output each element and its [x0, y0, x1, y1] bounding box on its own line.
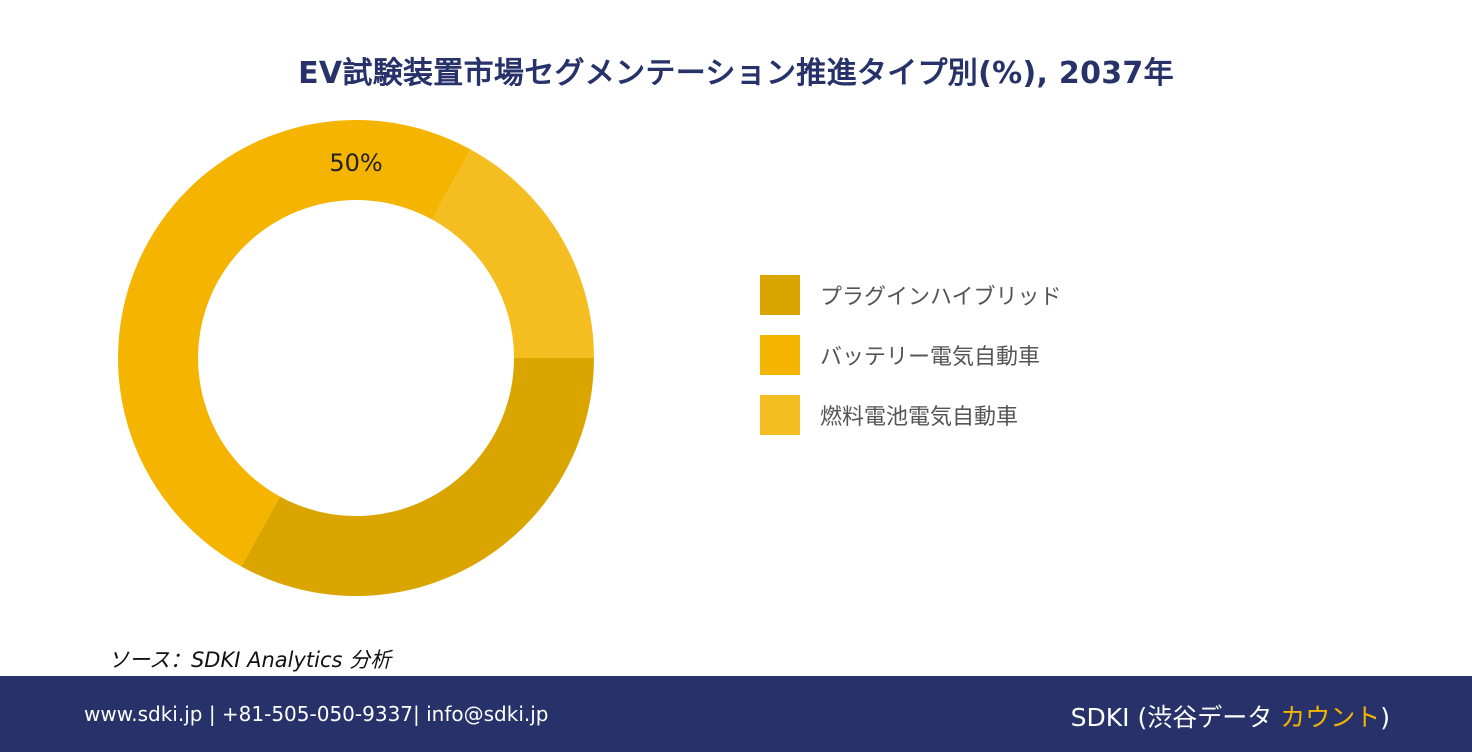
donut-slice-fcev: [432, 149, 594, 358]
legend-swatch-fcev: [760, 395, 800, 435]
legend-item-bev: バッテリー電気自動車: [760, 335, 1062, 375]
legend-swatch-bev: [760, 335, 800, 375]
chart-legend: プラグインハイブリッド バッテリー電気自動車 燃料電池電気自動車: [760, 275, 1062, 455]
footer-bar: www.sdki.jp | +81-505-050-9337| info@sdk…: [0, 676, 1472, 752]
legend-label-bev: バッテリー電気自動車: [820, 345, 1041, 370]
brand-prefix: SDKI (渋谷データ: [1070, 703, 1281, 732]
brand-suffix: ): [1380, 703, 1390, 732]
legend-item-phev: プラグインハイブリッド: [760, 275, 1062, 315]
donut-chart: 50%: [118, 119, 594, 596]
chart-title: EV試験装置市場セグメンテーション推進タイプ別(%), 2037年: [298, 56, 1174, 91]
legend-label-phev: プラグインハイブリッド: [820, 285, 1062, 310]
legend-label-fcev: 燃料電池電気自動車: [820, 405, 1019, 430]
footer-brand: SDKI (渋谷データ カウント): [1071, 698, 1390, 734]
donut-slice-bev: [118, 119, 471, 567]
legend-item-fcev: 燃料電池電気自動車: [760, 395, 1062, 435]
source-note: ソース：SDKI Analytics 分析: [108, 648, 392, 672]
footer-contact[interactable]: www.sdki.jp | +81-505-050-9337| info@sdk…: [84, 702, 549, 726]
brand-accent: カウント: [1280, 703, 1381, 732]
donut-slice-phev: [241, 358, 594, 596]
data-label-bev: 50%: [329, 149, 382, 177]
legend-swatch-phev: [760, 275, 800, 315]
